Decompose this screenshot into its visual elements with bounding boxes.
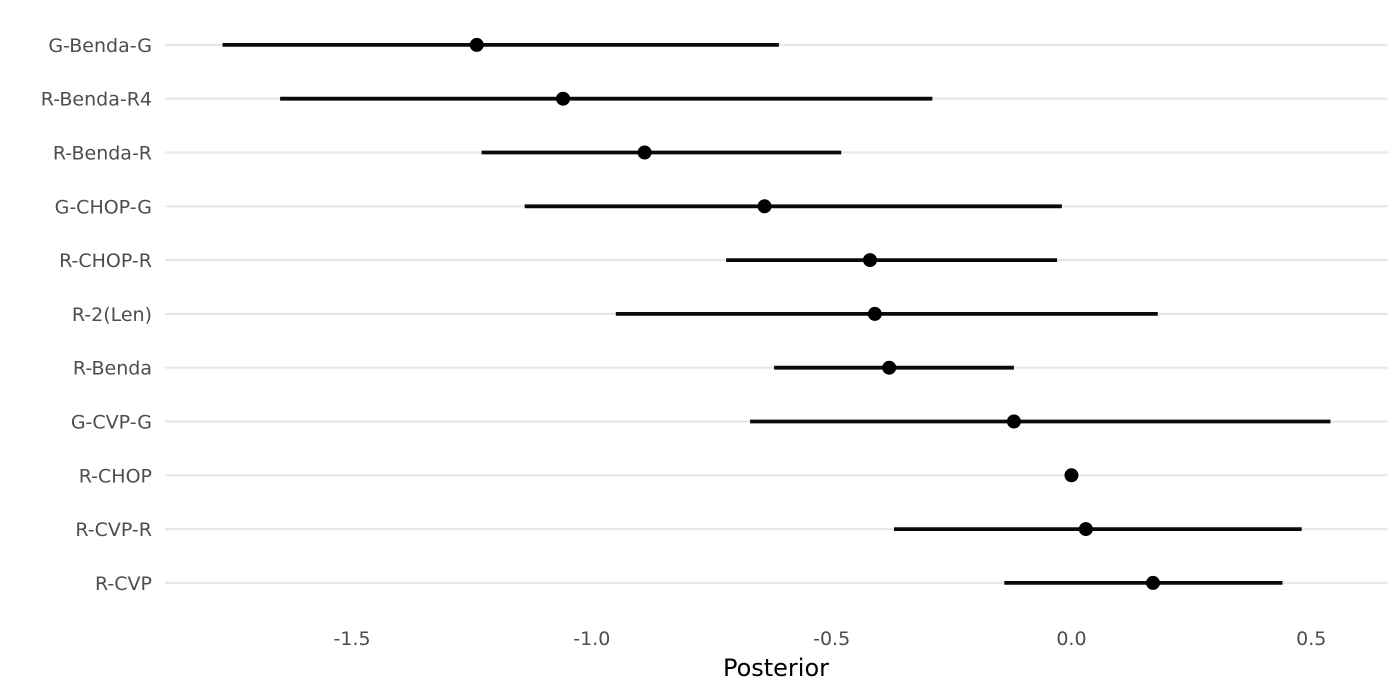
x-axis-title: Posterior [723, 654, 829, 682]
point-estimate-dot [1078, 522, 1093, 537]
x-tick-label: -1.5 [334, 628, 371, 650]
point-estimate-dot [469, 37, 484, 52]
category-label: R-Benda-R4 [41, 89, 152, 111]
point-estimate-dot [556, 91, 571, 106]
x-tick-label: 0.0 [1056, 628, 1086, 650]
category-label: R-Benda-R [53, 143, 152, 165]
point-estimate-dot [867, 306, 882, 321]
x-tick-label: -1.0 [573, 628, 610, 650]
x-tick-label: -0.5 [813, 628, 850, 650]
point-estimate-dot [757, 199, 772, 214]
category-label: R-CVP-R [75, 519, 152, 541]
category-label: R-CHOP-R [59, 250, 152, 272]
point-estimate-dot [1145, 575, 1160, 590]
category-label: R-2(Len) [72, 304, 152, 326]
category-label: R-CVP [95, 573, 152, 595]
category-label: G-CHOP-G [55, 196, 152, 218]
category-label: G-Benda-G [48, 35, 152, 57]
axis-layer: G-Benda-G R-Benda-R4 R-Benda-R G-CHOP-G R-CH… [41, 35, 1327, 650]
category-label: R-CHOP [79, 465, 152, 487]
category-label: G-CVP-G [71, 412, 152, 434]
data-layer [222, 37, 1331, 590]
x-tick-label: 0.5 [1296, 628, 1326, 650]
point-estimate-dot [637, 145, 652, 160]
point-estimate-dot [1006, 414, 1021, 429]
category-label: R-Benda [73, 358, 152, 380]
point-estimate-dot [863, 253, 878, 268]
point-estimate-dot [882, 360, 897, 375]
point-estimate-dot [1064, 468, 1079, 483]
